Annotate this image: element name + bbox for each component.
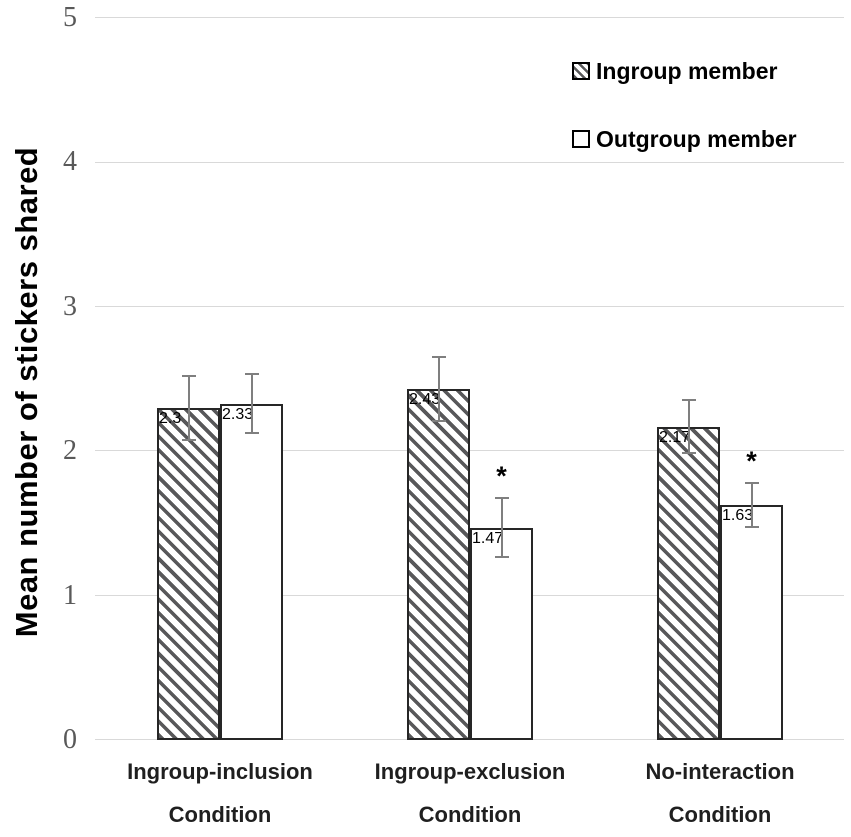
bar-outgroup-g3: 1.63 [720, 504, 783, 740]
white-swatch-icon [572, 130, 590, 148]
bar-ingroup-g3: 2.17 [657, 426, 720, 740]
legend-label-outgroup: Outgroup member [596, 125, 797, 152]
legend-label-ingroup: Ingroup member [596, 57, 778, 84]
error-bar [681, 399, 696, 455]
error-bar [431, 355, 446, 423]
bar-outgroup-g1: 2.33 [220, 403, 283, 740]
error-bar-stem [250, 375, 253, 432]
x-label-line1: Ingroup-inclusion [127, 759, 313, 784]
gridline-y3 [95, 306, 844, 308]
legend: Ingroup member Outgroup member [572, 57, 797, 193]
gridline-y4 [95, 161, 844, 163]
y-tick-label: 3 [63, 290, 77, 322]
y-axis-title: Mean number of stickers shared [9, 146, 44, 638]
bar-ingroup-g2: 2.43 [407, 389, 470, 740]
x-tick-label-g3: No-interaction Condition [600, 750, 840, 836]
error-bar-stem [500, 499, 503, 557]
error-bar-stem [687, 401, 690, 453]
x-label-line2: Condition [668, 802, 772, 827]
y-tick-label: 0 [63, 724, 77, 755]
error-bar-stem [437, 357, 440, 421]
legend-item-ingroup: Ingroup member [572, 57, 797, 85]
y-tick-label: 5 [63, 2, 77, 33]
error-bar [181, 374, 196, 442]
x-tick-label-g2: Ingroup-exclusion Condition [350, 750, 590, 836]
bar-ingroup-g1: 2.3 [157, 407, 220, 740]
x-label-line1: Ingroup-exclusion [374, 759, 566, 784]
error-bar-stem [187, 376, 190, 440]
error-bar-stem [750, 483, 753, 526]
legend-item-outgroup: Outgroup member [572, 125, 797, 153]
hatched-swatch-icon [572, 62, 590, 80]
significance-asterisk: * [746, 445, 757, 476]
x-label-line2: Condition [168, 802, 272, 827]
x-tick-label-g1: Ingroup-inclusion Condition [100, 750, 340, 836]
bar-outgroup-g2: 1.47 [470, 527, 533, 740]
y-tick-label: 1 [63, 579, 77, 611]
gridline-y5 [95, 17, 844, 19]
error-bar [744, 481, 759, 528]
significance-asterisk: * [496, 461, 507, 492]
y-tick-label: 4 [63, 146, 77, 178]
error-bar [244, 373, 259, 434]
x-label-line1: No-interaction [645, 759, 795, 784]
x-label-line2: Condition [418, 802, 522, 827]
y-tick-label: 2 [63, 435, 77, 467]
error-bar [494, 497, 509, 559]
